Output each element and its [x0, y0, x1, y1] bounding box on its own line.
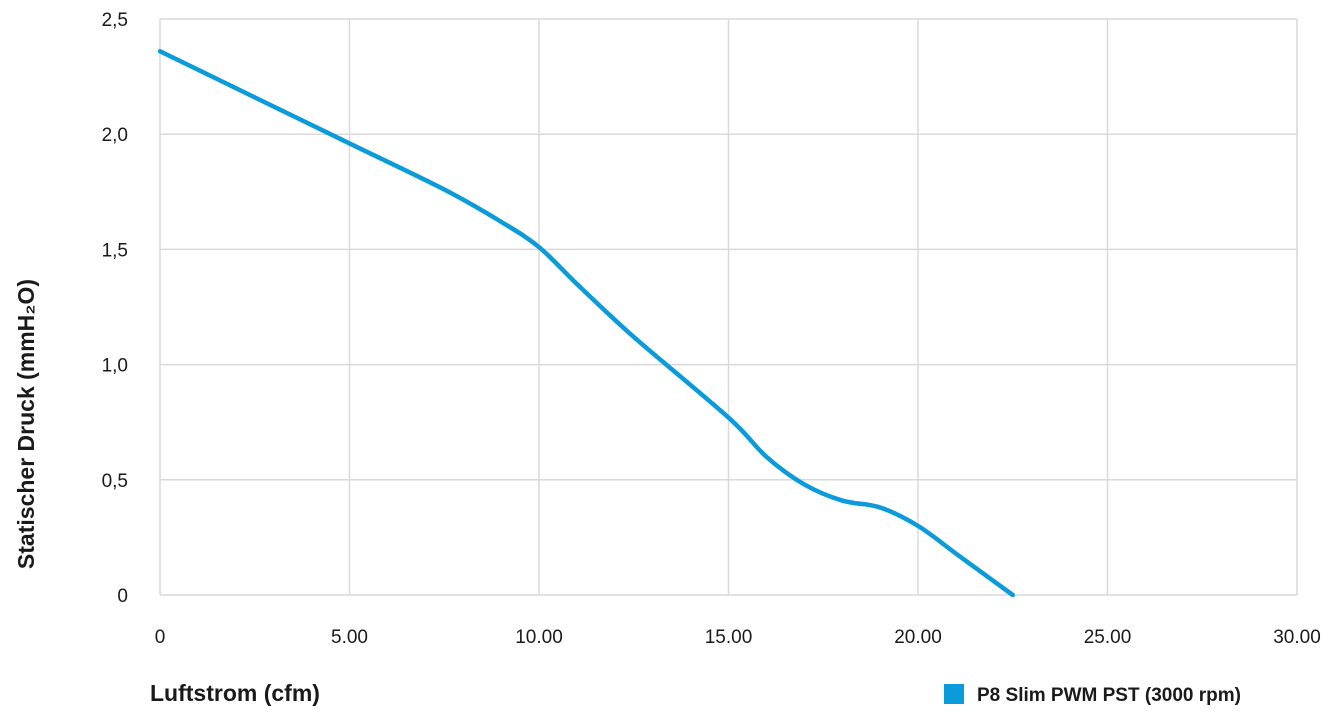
x-tick-label: 0 [155, 627, 166, 648]
series-layer [157, 49, 1015, 598]
x-tick-label: 15.00 [705, 627, 753, 648]
x-axis-ticks: 0 5.00 10.00 15.00 20.00 25.00 30.00 [155, 627, 1321, 648]
y-tick-label: 1,0 [102, 356, 128, 377]
legend-swatch [944, 684, 964, 704]
x-tick-label: 5.00 [331, 627, 368, 648]
x-axis-title: Luftstrom (cfm) [150, 680, 320, 706]
legend-label: P8 Slim PWM PST (3000 rpm) [977, 685, 1241, 706]
x-tick-label: 25.00 [1084, 627, 1132, 648]
series-line [157, 49, 1015, 598]
grid-lines [159, 18, 1298, 596]
x-tick-label: 20.00 [894, 627, 942, 648]
y-tick-label: 0 [117, 586, 128, 607]
y-tick-label: 0,5 [102, 471, 128, 492]
x-tick-label: 10.00 [515, 627, 563, 648]
y-tick-label: 2,0 [102, 125, 128, 146]
legend: P8 Slim PWM PST (3000 rpm) [944, 684, 1241, 706]
y-axis-ticks: 0 0,5 1,0 1,5 2,0 2,5 [102, 10, 128, 607]
y-tick-label: 1,5 [102, 240, 128, 261]
y-axis-title: Statischer Druck (mmH₂O) [13, 279, 39, 569]
x-tick-label: 30.00 [1273, 627, 1321, 648]
y-tick-label: 2,5 [102, 10, 128, 31]
